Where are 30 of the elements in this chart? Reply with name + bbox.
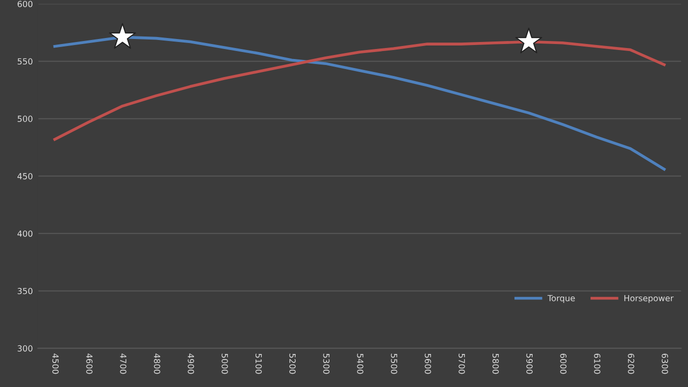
legend-label: Horsepower xyxy=(624,295,674,303)
y-tick-label: 450 xyxy=(17,173,32,180)
y-tick-label: 600 xyxy=(18,0,32,8)
y-tick-label: 350 xyxy=(18,288,32,294)
x-tick-label: 5600 xyxy=(424,354,432,374)
x-tick-label: 4900 xyxy=(188,354,194,374)
x-tick-label: 5300 xyxy=(323,354,330,374)
x-tick-label: 6300 xyxy=(662,354,668,374)
line-series xyxy=(53,40,666,141)
x-tick-label: 5400 xyxy=(357,354,364,374)
x-tick-label: 5000 xyxy=(222,354,228,374)
y-tick-label: 500 xyxy=(18,116,32,122)
x-tick-label: 4500 xyxy=(52,354,59,374)
y-tick-label: 300 xyxy=(18,345,32,352)
x-tick-label: 5700 xyxy=(458,354,465,374)
y-tick-label: 400 xyxy=(17,230,32,237)
y-tick-label: 550 xyxy=(18,58,32,65)
x-tick-label: 5800 xyxy=(492,354,499,374)
line-series xyxy=(53,36,666,171)
x-tick-label: 4600 xyxy=(86,354,93,374)
legend-label: Torque xyxy=(547,295,575,303)
x-tick-label: 4700 xyxy=(120,354,126,374)
x-tick-label: 6000 xyxy=(560,354,567,374)
x-tick-label: 5100 xyxy=(255,354,262,374)
x-tick-label: 5200 xyxy=(289,354,296,374)
x-tick-label: 4800 xyxy=(154,354,160,374)
x-tick-label: 5900 xyxy=(526,354,533,374)
x-tick-label: 5500 xyxy=(390,354,398,374)
x-tick-label: 6200 xyxy=(628,354,634,374)
x-tick-label: 6100 xyxy=(594,354,600,374)
